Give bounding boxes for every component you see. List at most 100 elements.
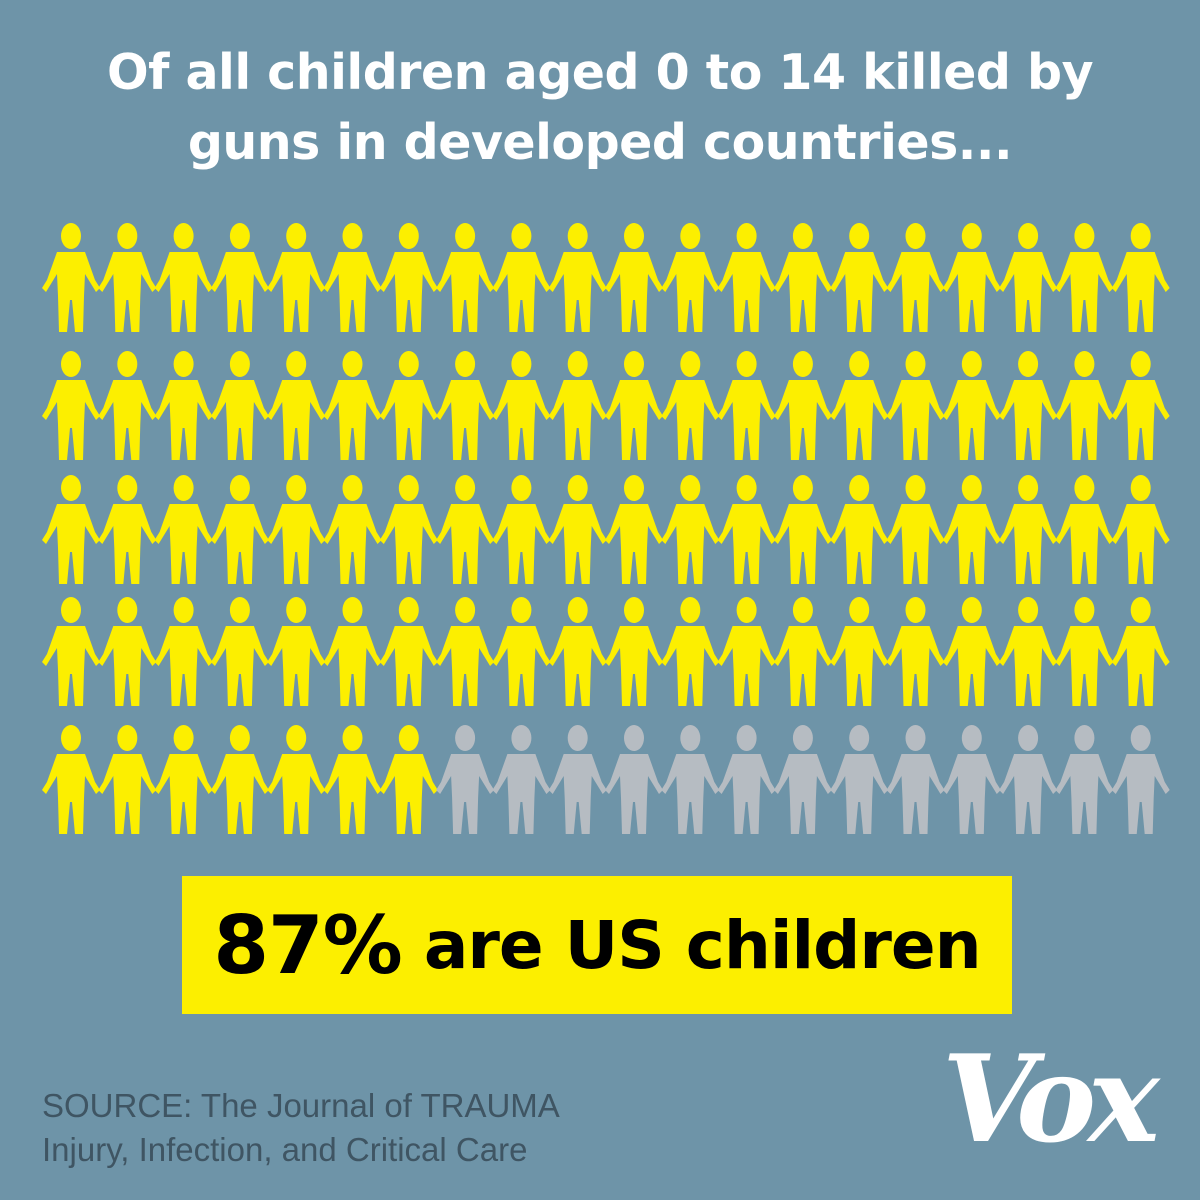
- us-child-icon: [1111, 351, 1170, 460]
- source-note: SOURCE: The Journal of TRAUMA Injury, In…: [42, 1084, 560, 1172]
- us-child-icon: [717, 223, 776, 332]
- other-country-child-icon: [548, 725, 607, 834]
- us-child-icon: [436, 475, 495, 584]
- other-country-child-icon: [1111, 725, 1170, 834]
- other-country-child-icon: [942, 725, 1001, 834]
- highlight-text: 87% are US children: [182, 876, 1012, 1014]
- other-country-child-icon: [492, 725, 551, 834]
- us-child-icon: [154, 597, 213, 706]
- other-country-child-icon: [661, 725, 720, 834]
- us-child-icon: [98, 597, 157, 706]
- other-country-child-icon: [436, 725, 495, 834]
- us-child-icon: [830, 475, 889, 584]
- other-country-child-icon: [1055, 725, 1114, 834]
- us-child-icon: [210, 597, 269, 706]
- other-country-child-icon: [717, 725, 776, 834]
- us-child-icon: [267, 597, 326, 706]
- us-child-icon: [379, 223, 438, 332]
- us-child-icon: [1111, 597, 1170, 706]
- us-child-icon: [1055, 597, 1114, 706]
- us-child-icon: [773, 597, 832, 706]
- us-child-icon: [548, 475, 607, 584]
- title-line-2: guns in developed countries...: [187, 114, 1013, 171]
- us-child-icon: [492, 351, 551, 460]
- us-child-icon: [717, 351, 776, 460]
- us-child-icon: [267, 475, 326, 584]
- us-child-icon: [154, 475, 213, 584]
- us-child-icon: [267, 725, 326, 834]
- us-child-icon: [492, 475, 551, 584]
- us-child-icon: [717, 597, 776, 706]
- title-line-1: Of all children aged 0 to 14 killed by: [106, 44, 1094, 101]
- us-child-icon: [605, 597, 663, 706]
- us-child-icon: [436, 351, 495, 460]
- us-child-icon: [98, 725, 157, 834]
- us-child-icon: [98, 351, 157, 460]
- pictogram-chart: [42, 223, 1170, 834]
- us-child-icon: [42, 223, 100, 332]
- source-line-2: Injury, Infection, and Critical Care: [42, 1131, 528, 1168]
- us-child-icon: [999, 597, 1058, 706]
- us-child-icon: [42, 725, 100, 834]
- other-country-child-icon: [830, 725, 889, 834]
- other-country-child-icon: [605, 725, 663, 834]
- us-child-icon: [379, 597, 438, 706]
- us-child-icon: [830, 597, 889, 706]
- us-child-icon: [379, 725, 438, 834]
- us-child-icon: [154, 223, 213, 332]
- highlight-number: 87%: [213, 898, 402, 992]
- us-child-icon: [323, 475, 382, 584]
- us-child-icon: [1055, 351, 1114, 460]
- us-child-icon: [548, 223, 607, 332]
- source-line-1: SOURCE: The Journal of TRAUMA: [42, 1087, 560, 1124]
- highlight-label: are US children: [423, 906, 982, 984]
- us-child-icon: [999, 223, 1058, 332]
- us-child-icon: [267, 223, 326, 332]
- chart-title: Of all children aged 0 to 14 killed by g…: [0, 38, 1200, 178]
- us-child-icon: [492, 597, 551, 706]
- us-child-icon: [323, 597, 382, 706]
- us-child-icon: [886, 597, 945, 706]
- us-child-icon: [323, 223, 382, 332]
- us-child-icon: [436, 223, 495, 332]
- other-country-child-icon: [886, 725, 945, 834]
- other-country-child-icon: [999, 725, 1058, 834]
- us-child-icon: [98, 223, 157, 332]
- us-child-icon: [42, 351, 100, 460]
- us-child-icon: [1111, 475, 1170, 584]
- us-child-icon: [210, 351, 269, 460]
- us-child-icon: [773, 475, 832, 584]
- us-child-icon: [379, 475, 438, 584]
- us-child-icon: [830, 223, 889, 332]
- us-child-icon: [605, 351, 663, 460]
- us-child-icon: [661, 597, 720, 706]
- us-child-icon: [1111, 223, 1170, 332]
- us-child-icon: [999, 475, 1058, 584]
- us-child-icon: [773, 223, 832, 332]
- us-child-icon: [492, 223, 551, 332]
- us-child-icon: [1055, 475, 1114, 584]
- us-child-icon: [210, 475, 269, 584]
- us-child-icon: [661, 475, 720, 584]
- us-child-icon: [323, 351, 382, 460]
- us-child-icon: [773, 351, 832, 460]
- us-child-icon: [548, 351, 607, 460]
- us-child-icon: [436, 597, 495, 706]
- us-child-icon: [42, 475, 100, 584]
- us-child-icon: [1055, 223, 1114, 332]
- us-child-icon: [717, 475, 776, 584]
- us-child-icon: [323, 725, 382, 834]
- us-child-icon: [661, 223, 720, 332]
- us-child-icon: [154, 725, 213, 834]
- us-child-icon: [886, 351, 945, 460]
- us-child-icon: [42, 597, 100, 706]
- us-child-icon: [942, 223, 1001, 332]
- other-country-child-icon: [773, 725, 832, 834]
- us-child-icon: [548, 597, 607, 706]
- us-child-icon: [154, 351, 213, 460]
- us-child-icon: [661, 351, 720, 460]
- us-child-icon: [886, 223, 945, 332]
- us-child-icon: [210, 725, 269, 834]
- us-child-icon: [98, 475, 157, 584]
- us-child-icon: [210, 223, 269, 332]
